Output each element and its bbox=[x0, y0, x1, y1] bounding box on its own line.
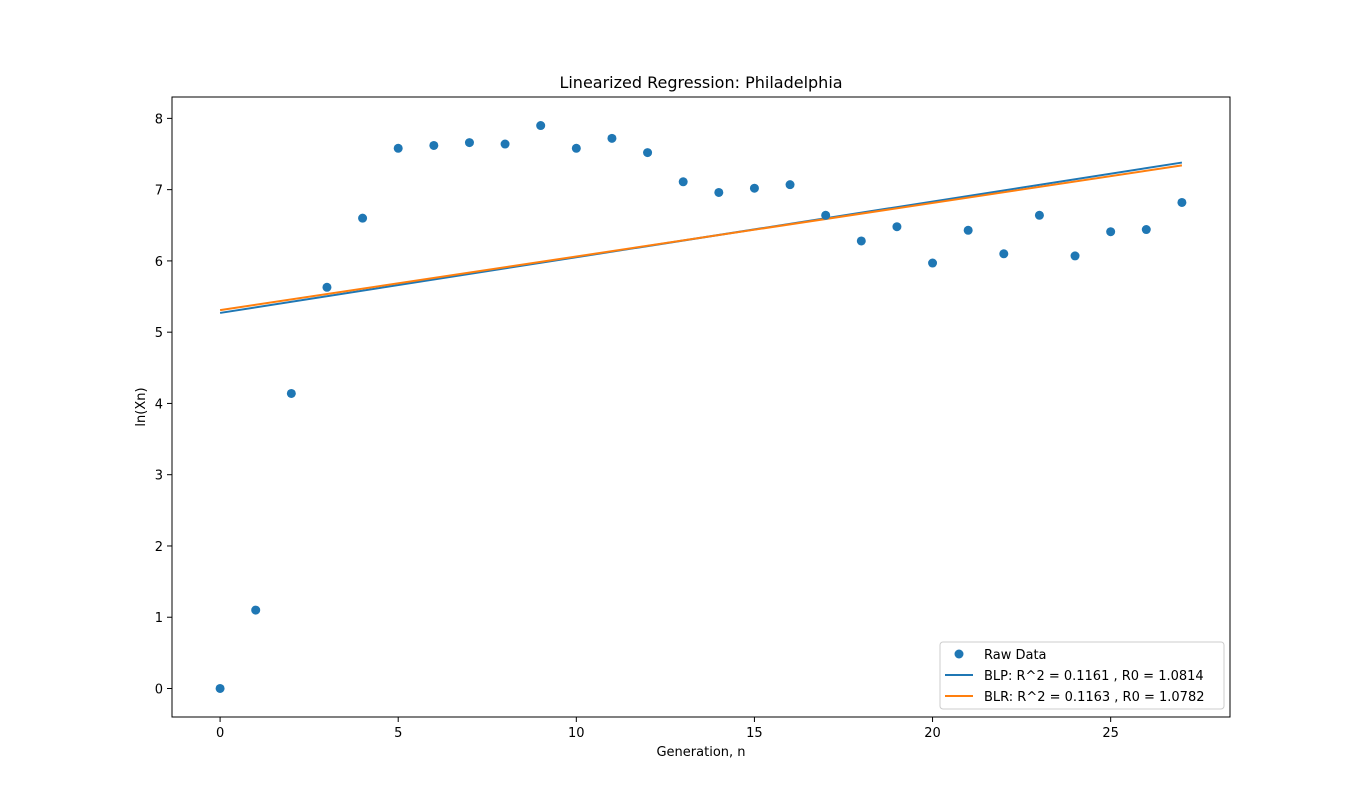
y-tick-label: 2 bbox=[155, 540, 163, 555]
y-tick-label: 8 bbox=[155, 112, 163, 127]
data-point bbox=[358, 213, 368, 223]
legend-label: BLP: R^2 = 0.1161 , R0 = 1.0814 bbox=[984, 669, 1204, 684]
y-tick-label: 0 bbox=[155, 682, 163, 697]
data-point bbox=[393, 143, 403, 153]
x-tick-label: 20 bbox=[924, 726, 941, 741]
data-point bbox=[464, 138, 474, 148]
data-point bbox=[322, 282, 332, 292]
data-point bbox=[785, 180, 795, 190]
legend: Raw Data BLP: R^2 = 0.1161 , R0 = 1.0814 B… bbox=[939, 641, 1225, 710]
x-tick-label: 0 bbox=[216, 726, 224, 741]
data-point bbox=[963, 225, 973, 235]
data-point bbox=[928, 258, 938, 268]
chart-title: Linearized Regression: Philadelphia bbox=[559, 73, 842, 92]
data-point bbox=[571, 143, 581, 153]
legend-box bbox=[939, 641, 1225, 710]
data-point bbox=[500, 139, 510, 149]
data-point bbox=[821, 210, 831, 220]
legend-label: BLR: R^2 = 0.1163 , R0 = 1.0782 bbox=[984, 690, 1205, 705]
legend-marker bbox=[954, 649, 964, 659]
data-point bbox=[678, 177, 688, 187]
data-point bbox=[429, 140, 439, 150]
y-tick-label: 3 bbox=[155, 469, 163, 484]
data-point bbox=[999, 249, 1009, 259]
x-tick-label: 10 bbox=[568, 726, 585, 741]
data-point bbox=[286, 388, 296, 398]
axes-frame bbox=[171, 96, 1231, 718]
y-tick-label: 5 bbox=[155, 326, 163, 341]
data-point bbox=[1141, 225, 1151, 235]
data-point bbox=[251, 605, 261, 615]
data-point bbox=[1034, 210, 1044, 220]
x-tick-label: 25 bbox=[1102, 726, 1119, 741]
x-tick-label: 15 bbox=[746, 726, 763, 741]
data-point bbox=[1177, 197, 1187, 207]
data-point bbox=[749, 183, 759, 193]
x-axis-label: Generation, n bbox=[656, 745, 745, 760]
data-point bbox=[536, 121, 546, 131]
data-point bbox=[892, 222, 902, 232]
data-point bbox=[607, 133, 617, 143]
y-tick-label: 1 bbox=[155, 611, 163, 626]
data-point bbox=[1106, 227, 1116, 237]
data-point bbox=[215, 683, 225, 693]
y-tick-label: 4 bbox=[155, 397, 163, 412]
y-tick-label: 7 bbox=[155, 184, 163, 199]
legend-label: Raw Data bbox=[984, 648, 1047, 663]
regression-line-blr bbox=[219, 164, 1183, 312]
data-point bbox=[643, 148, 653, 158]
y-axis-label: ln(Xn) bbox=[134, 387, 149, 426]
plot-area: 0 5 10 15 20 25 0 1 2 3 4 5 6 7 8 bbox=[155, 96, 1231, 741]
data-point bbox=[1070, 251, 1080, 261]
data-point bbox=[714, 187, 724, 197]
data-point bbox=[856, 236, 866, 246]
y-tick-label: 6 bbox=[155, 255, 163, 270]
x-tick-label: 5 bbox=[394, 726, 402, 741]
